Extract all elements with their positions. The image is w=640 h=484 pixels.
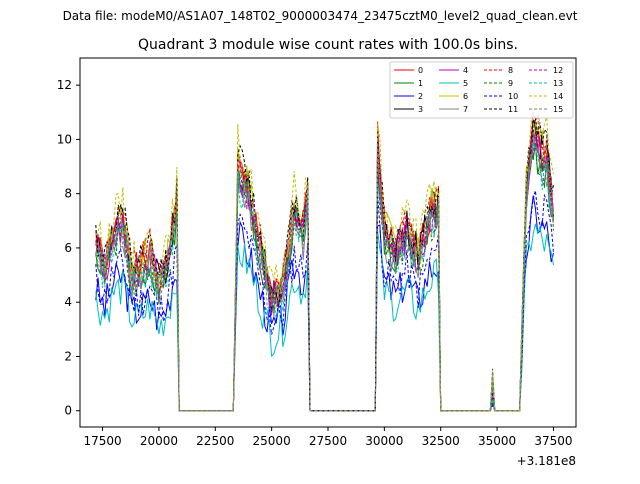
plot-area: 17500 20000 22500 25000 27500 30000 32500 35000… [57,57,577,468]
y-tick-label: 10 [57,132,72,146]
series-lines [95,100,554,412]
legend-label: 9 [508,79,513,88]
x-tick-label: 20000 [140,434,178,448]
y-axis: 0 2 4 6 8 10 12 [57,78,80,418]
y-tick-label: 6 [64,241,72,255]
chart-title: Quadrant 3 module wise count rates with … [138,37,518,53]
y-tick-label: 8 [64,187,72,201]
legend-label: 14 [553,92,563,101]
y-tick-label: 4 [64,295,72,309]
legend-label: 12 [553,66,563,75]
legend-label: 4 [463,66,468,75]
x-tick-label: 22500 [196,434,234,448]
legend-label: 1 [418,79,423,88]
series-line-15 [95,134,554,412]
x-tick-label: 27500 [309,434,347,448]
y-tick-label: 2 [64,349,72,363]
legend-label: 0 [418,66,423,75]
x-tick-label: 35000 [478,434,516,448]
x-offset-label: +3.181e8 [517,454,576,468]
legend-label: 8 [508,66,513,75]
y-tick-label: 12 [57,78,72,92]
legend-label: 6 [463,92,468,101]
legend-label: 2 [418,92,423,101]
figure-suptitle: Data file: modeM0/AS1A07_148T02_90000034… [63,9,578,23]
legend-label: 3 [418,105,423,114]
legend-label: 7 [463,105,468,114]
legend-label: 5 [463,79,468,88]
legend-box [389,61,574,119]
legend-label: 10 [508,92,518,101]
x-axis: 17500 20000 22500 25000 27500 30000 32500 35000… [83,427,573,448]
y-tick-label: 0 [64,404,72,418]
legend-label: 13 [553,79,563,88]
axes-background [80,58,576,427]
x-tick-label: 25000 [253,434,291,448]
x-tick-label: 32500 [422,434,460,448]
x-tick-label: 30000 [365,434,403,448]
legend-label: 15 [553,105,563,114]
x-tick-label: 37500 [534,434,572,448]
x-tick-label: 17500 [83,434,121,448]
legend-label: 11 [508,105,518,114]
